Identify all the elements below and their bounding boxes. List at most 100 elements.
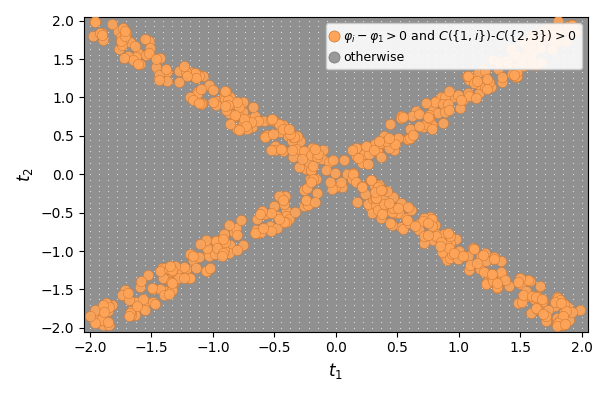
Point [240,234,250,240]
Point [94,40,104,47]
Point [541,148,550,155]
Point [258,97,268,103]
Point [477,205,486,211]
Point [469,246,478,252]
Point [294,69,304,75]
Point [495,57,505,64]
Point [176,200,186,206]
Point [559,239,568,246]
Point [85,268,95,274]
Point [278,126,288,132]
Point [249,188,259,194]
Point [303,23,313,29]
Point [176,171,186,177]
Point [428,106,438,112]
Point [349,257,359,263]
Point [294,217,304,223]
Point [446,232,455,239]
Point [286,131,295,137]
Point [477,160,486,166]
Point [468,131,477,137]
Point [395,51,404,58]
Point [395,262,404,268]
Point [358,245,368,251]
Point [94,205,104,211]
Point [232,99,242,105]
Point [195,57,204,64]
Point [158,74,168,81]
Point [140,268,150,274]
Point [423,232,432,238]
Point [131,171,140,177]
Point [364,144,373,150]
Point [395,74,404,81]
Point [577,217,587,223]
Point [149,200,159,206]
Point [185,188,195,194]
Point [395,154,404,160]
Point [313,296,322,303]
Point [551,23,561,30]
Point [349,222,359,228]
Point [486,302,496,308]
Point [504,148,514,155]
Point [476,253,486,259]
Point [167,171,177,177]
Point [473,81,483,87]
Point [431,160,441,166]
Point [418,124,428,130]
Point [277,274,286,280]
Point [158,40,168,47]
Point [414,110,424,117]
Point [404,234,413,240]
Point [103,103,113,109]
Point [504,222,514,228]
Point [577,120,587,126]
Point [240,40,250,47]
Point [167,131,177,137]
Point [249,109,259,115]
Point [443,235,453,241]
Point [167,291,177,297]
Point [431,228,441,234]
Point [270,143,280,149]
Point [349,251,359,257]
Point [559,251,568,257]
Point [495,17,505,24]
Point [231,143,241,149]
Point [286,183,295,189]
Point [413,211,423,217]
Point [131,302,140,308]
Point [527,44,536,50]
Point [528,32,537,38]
Point [449,23,459,29]
Point [277,234,286,240]
Point [294,188,304,194]
Point [340,74,350,81]
Point [558,322,568,328]
Point [268,262,277,268]
Point [385,166,395,172]
Point [240,154,250,160]
Point [404,228,413,234]
Point [204,97,213,103]
Point [340,279,350,286]
Point [358,194,368,200]
Point [185,46,195,52]
Point [404,51,413,58]
Point [353,155,362,161]
Point [385,177,395,183]
Point [268,160,277,166]
Point [449,291,459,297]
Point [213,274,223,280]
Point [249,302,259,308]
Point [441,241,451,248]
Point [103,245,113,251]
Point [385,211,395,217]
Point [286,17,295,24]
Point [202,236,212,243]
Point [477,86,486,92]
Point [331,291,340,297]
Point [303,97,313,103]
Point [122,245,131,251]
